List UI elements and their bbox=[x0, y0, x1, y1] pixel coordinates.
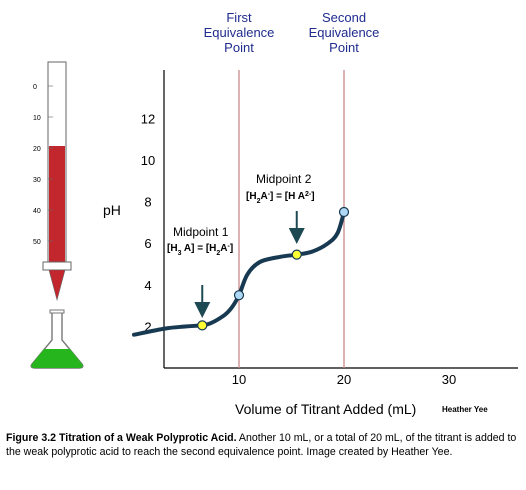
midpoint-marker bbox=[198, 321, 207, 330]
equivalence-label: Equivalence bbox=[204, 25, 275, 40]
burette-illustration: 0 10 20 30 40 50 bbox=[33, 62, 71, 300]
equivalence-lines bbox=[239, 70, 344, 368]
figure-caption: Figure 3.2 Titration of a Weak Polyproti… bbox=[6, 432, 518, 459]
x-tick-label: 30 bbox=[442, 372, 456, 387]
equivalence-label: Second bbox=[322, 10, 366, 25]
flask-liquid bbox=[31, 349, 83, 368]
y-tick-label: 12 bbox=[141, 111, 155, 126]
y-tick-label: 8 bbox=[144, 195, 151, 210]
x-tick-label: 20 bbox=[337, 372, 351, 387]
y-axis-label: pH bbox=[103, 202, 121, 218]
midpoint-2-formula: [H2A-] = [H A2-] bbox=[246, 191, 315, 205]
equivalence-label: First bbox=[226, 10, 252, 25]
burette-scale-label: 30 bbox=[33, 177, 41, 184]
burette-scale-label: 10 bbox=[33, 115, 41, 122]
x-axis-label: Volume of Titrant Added (mL) bbox=[235, 401, 416, 417]
burette-scale-label: 20 bbox=[33, 146, 41, 153]
midpoint-2-title: Midpoint 2 bbox=[256, 172, 312, 186]
burette-scale-label: 40 bbox=[33, 208, 41, 215]
midpoint-1-title: Midpoint 1 bbox=[173, 225, 229, 239]
equivalence-marker bbox=[235, 291, 244, 300]
burette-tip bbox=[49, 270, 65, 300]
equivalence-label: Point bbox=[224, 40, 254, 55]
equivalence-label: Equivalence bbox=[309, 25, 380, 40]
x-tick-label: 10 bbox=[232, 372, 246, 387]
equivalence-label: Point bbox=[329, 40, 359, 55]
midpoint-marker bbox=[292, 250, 301, 259]
equivalence-labels: FirstEquivalencePointSecondEquivalencePo… bbox=[204, 10, 380, 55]
caption-title: Figure 3.2 Titration of a Weak Polyproti… bbox=[6, 432, 237, 444]
midpoint-1-formula: [H3 A] = [H2A-] bbox=[167, 243, 233, 257]
credit-text: Heather Yee bbox=[442, 405, 488, 414]
burette-scale-label: 0 bbox=[33, 84, 37, 91]
y-tick-label: 4 bbox=[144, 278, 151, 293]
y-tick-label: 10 bbox=[141, 153, 155, 168]
equivalence-marker bbox=[340, 208, 349, 217]
y-tick-label: 6 bbox=[144, 236, 151, 251]
x-tick-labels: 10 20 30 bbox=[232, 372, 456, 387]
burette-stopcock bbox=[43, 262, 71, 270]
burette-scale-label: 50 bbox=[33, 239, 41, 246]
flask-rim bbox=[50, 310, 64, 313]
burette-liquid bbox=[49, 146, 65, 262]
flask-illustration bbox=[31, 310, 83, 368]
